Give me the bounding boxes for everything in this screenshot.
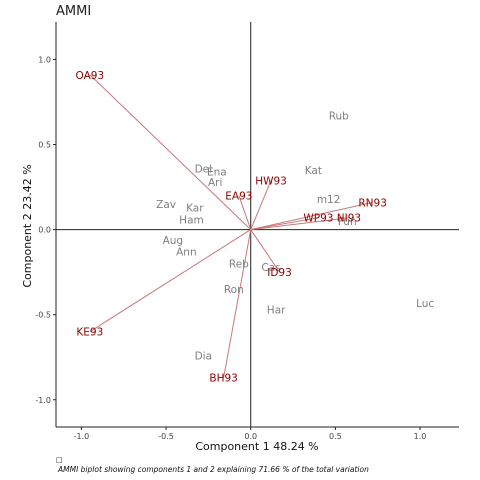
environment-vector (250, 217, 319, 231)
chart-caption: AMMI biplot showing components 1 and 2 e… (57, 465, 369, 474)
genotype-point: Rub (329, 111, 349, 123)
reference-lines (56, 22, 459, 427)
plot-frame (55, 22, 459, 428)
genotype-point: Fun (338, 216, 357, 228)
chart-title: AMMI (56, 4, 91, 19)
x-tick-label: 0.5 (329, 432, 342, 441)
environment-point: WP93 (303, 213, 333, 225)
genotype-point: Ron (224, 284, 244, 296)
environment-vector (89, 229, 251, 333)
x-axis-ticks: -1.0 -0.5 0.0 0.5 1.0 (74, 427, 427, 441)
genotype-point: Zav (156, 199, 176, 211)
environment-vector (238, 195, 252, 230)
genotype-point: Ann (176, 247, 197, 259)
y-tick-label: 1.0 (38, 55, 51, 64)
y-axis-title: Component 2 23.42 % (21, 164, 34, 287)
environment-vector (250, 201, 373, 231)
x-axis-title: Component 1 48.24 % (195, 440, 318, 453)
environment-point: ID93 (267, 267, 292, 279)
environment-point: EA93 (225, 191, 252, 203)
environment-point: BH93 (209, 373, 237, 385)
environment-vector (250, 217, 349, 231)
environment-point: RN93 (358, 197, 387, 209)
genotype-point: Cas (261, 262, 280, 274)
x-tick-label: 1.0 (414, 432, 427, 441)
y-tick-label: 0.5 (38, 141, 51, 150)
environment-vectors (89, 74, 373, 378)
environment-point: KE93 (76, 327, 103, 339)
genotype-point: Ena (207, 167, 227, 179)
caption-marker: □ (56, 456, 63, 464)
genotype-point: Del (195, 163, 212, 175)
y-axis-ticks: 1.0 0.5 0.0 -0.5 -1.0 (35, 55, 56, 405)
genotype-point: Har (267, 305, 286, 317)
genotype-point: Aug (163, 235, 184, 247)
x-tick-label: 0.0 (244, 432, 257, 441)
genotype-point: Ham (179, 214, 204, 226)
environment-point: NI93 (337, 213, 361, 225)
genotype-point: Kat (305, 165, 322, 177)
genotype-point: m12 (317, 194, 341, 206)
genotype-point: Kar (186, 202, 204, 214)
environment-vector (89, 74, 252, 230)
x-tick-label: -1.0 (74, 432, 90, 441)
environment-vector (223, 229, 252, 378)
environment-point: OA93 (76, 70, 105, 82)
genotype-point: Luc (416, 298, 434, 310)
y-tick-label: 0.0 (38, 226, 51, 235)
y-tick-label: -1.0 (35, 396, 51, 405)
genotype-point: Ari (208, 177, 222, 189)
y-tick-label: -0.5 (35, 311, 51, 320)
environment-point: HW93 (255, 175, 287, 187)
genotype-point: Reb (229, 259, 249, 271)
x-tick-label: -0.5 (158, 432, 174, 441)
environment-vector (250, 180, 272, 230)
genotype-point: Dia (195, 351, 212, 363)
environment-vector (250, 229, 280, 273)
